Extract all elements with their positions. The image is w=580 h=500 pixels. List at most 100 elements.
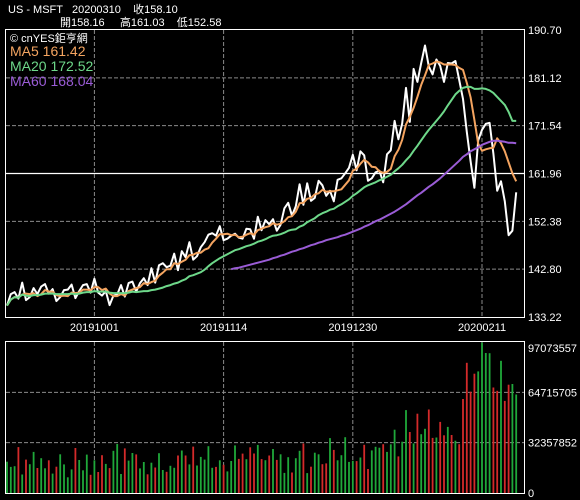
volume-bar — [443, 435, 445, 493]
volume-bar — [237, 458, 240, 493]
volume-tick-label: 64715705 — [528, 387, 577, 399]
volume-bar — [321, 464, 324, 493]
volume-bar — [272, 449, 274, 493]
volume-bar — [40, 458, 43, 493]
volume-bar — [173, 467, 176, 493]
volume-bar — [500, 360, 502, 493]
volume-bar — [488, 353, 491, 493]
volume-bar — [222, 464, 225, 493]
volume-bar — [367, 469, 369, 493]
volume-bar — [481, 342, 483, 493]
volume-bar — [424, 428, 426, 493]
volume-bar — [120, 474, 122, 493]
volume-bar — [473, 373, 476, 493]
volume-bar — [431, 437, 434, 493]
volume-bar — [405, 410, 407, 493]
series-line-ma5 — [6, 60, 518, 307]
volume-bar — [348, 461, 350, 493]
volume-bar — [17, 447, 20, 493]
volume-bar — [435, 437, 438, 493]
volume-bar — [135, 454, 138, 493]
volume-bar — [218, 460, 221, 493]
x-tick-label: 20191001 — [70, 322, 119, 334]
volume-bar — [302, 443, 305, 493]
volume-bar — [226, 471, 229, 493]
volume-bar — [13, 466, 16, 493]
volume-bar — [36, 468, 39, 493]
volume-bar — [355, 461, 358, 493]
volume-tick-label: 32357852 — [528, 438, 577, 450]
volume-bar — [382, 444, 385, 493]
volume-bar — [188, 464, 191, 493]
volume-bar — [123, 448, 126, 493]
volume-bar — [420, 434, 423, 493]
volume-bar — [306, 473, 309, 493]
y-tick-label: 181.12 — [528, 73, 562, 85]
volume-bar — [340, 455, 343, 493]
volume-bar — [412, 443, 415, 493]
volume-bar — [177, 455, 179, 493]
volume-bar — [287, 457, 290, 493]
volume-bar — [154, 467, 157, 493]
y-tick-label: 133.22 — [528, 312, 562, 324]
copyright-text: © cnYES鉅亨網 — [10, 31, 88, 45]
volume-bar — [291, 472, 293, 493]
volume-bar — [370, 450, 373, 493]
x-tick-label: 20200211 — [458, 322, 506, 334]
y-tick-label: 161.96 — [528, 169, 562, 181]
volume-bar — [116, 444, 119, 493]
volume-bar — [74, 448, 77, 493]
volume-bar — [47, 460, 50, 493]
volume-bar — [492, 387, 495, 493]
volume-panel-frame — [5, 341, 525, 494]
volume-bar — [496, 390, 499, 493]
volume-bar — [139, 468, 141, 493]
volume-bar — [393, 429, 396, 493]
volume-bar — [329, 438, 331, 493]
volume-bar — [93, 460, 96, 493]
volume-bar — [359, 457, 362, 493]
volume-bar — [408, 432, 411, 493]
volume-tick-label: 0 — [528, 488, 534, 500]
volume-bar — [234, 445, 236, 493]
volume-bar — [112, 450, 115, 493]
volume-bar — [63, 464, 65, 493]
volume-bar — [249, 447, 252, 493]
volume-bar — [446, 426, 449, 493]
volume-bar — [51, 473, 54, 493]
volume-bar — [313, 452, 316, 493]
volume-bar — [169, 465, 172, 493]
volume-bar — [439, 421, 442, 493]
volume-bar — [427, 409, 430, 493]
volume-bar — [310, 466, 312, 493]
volume-bar — [196, 465, 198, 493]
volume-bar — [378, 447, 381, 493]
volume-bar — [161, 470, 164, 493]
volume-bar — [454, 440, 457, 493]
volume-bar — [477, 371, 480, 493]
header-line1: US - MSFT 20200310 收158.10 — [8, 4, 178, 16]
y-tick-label: 152.38 — [528, 216, 562, 228]
volume-bar — [317, 454, 320, 493]
volume-bar — [515, 394, 518, 493]
volume-bar — [397, 456, 400, 493]
volume-bar — [279, 454, 282, 493]
volume-bar — [165, 471, 168, 493]
volume-bar — [344, 437, 347, 493]
legend-entry: MA5 161.42 — [10, 43, 86, 59]
volume-bar — [9, 466, 12, 493]
volume-bar — [325, 463, 328, 493]
volume-bar — [230, 461, 233, 493]
volume-bar — [66, 477, 69, 493]
volume-bar — [469, 391, 472, 493]
volume-bar — [108, 468, 111, 493]
volume-bar — [44, 468, 46, 493]
volume-bar — [104, 463, 107, 493]
volume-bar — [184, 455, 187, 493]
volume-bar — [253, 453, 255, 493]
series-line-ma60 — [230, 139, 517, 271]
volume-bar — [78, 460, 81, 493]
volume-bar — [264, 460, 267, 493]
volume-bar — [465, 362, 468, 493]
